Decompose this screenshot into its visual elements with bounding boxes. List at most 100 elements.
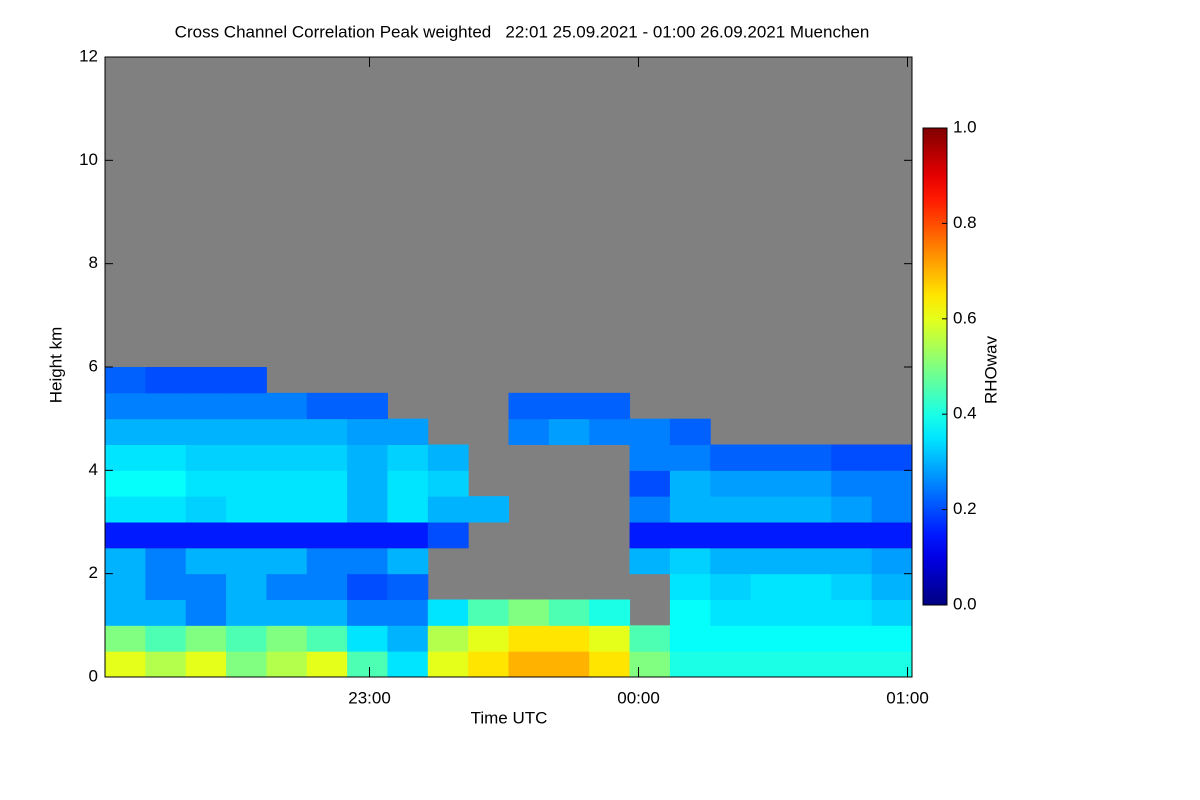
heatmap-cell: [750, 470, 792, 497]
heatmap-cell: [145, 367, 187, 394]
heatmap-cell: [266, 444, 308, 471]
heatmap-cell: [669, 547, 711, 575]
chart-title: Cross Channel Correlation Peak weighted …: [175, 22, 870, 41]
heatmap-cell: [105, 547, 146, 575]
y-tick-label: 12: [79, 46, 98, 65]
colorbar: [922, 127, 948, 606]
y-tick-label: 4: [89, 460, 98, 479]
heatmap-cell: [387, 625, 429, 652]
heatmap-cell: [589, 418, 631, 445]
heatmap-cell: [750, 444, 792, 471]
heatmap-cell: [669, 573, 711, 600]
heatmap-cell: [629, 547, 671, 575]
heatmap-cell: [105, 496, 146, 523]
heatmap-cell: [669, 651, 711, 678]
heatmap-cell: [669, 522, 711, 549]
heatmap-cell: [790, 547, 832, 575]
heatmap-cell: [790, 651, 832, 678]
colorbar-tick-label: 1.0: [953, 117, 977, 136]
heatmap-cell: [185, 496, 227, 523]
heatmap-cell: [468, 625, 509, 652]
heatmap-cell: [145, 625, 187, 652]
heatmap-cell: [750, 625, 792, 652]
heatmap-cell: [871, 470, 913, 497]
heatmap-cell: [347, 599, 388, 626]
heatmap-cell: [589, 625, 631, 652]
heatmap-cell: [105, 418, 146, 445]
heatmap-cell: [145, 392, 187, 420]
heatmap-cell: [669, 599, 711, 626]
heatmap-cell: [468, 496, 509, 523]
heatmap-cell: [750, 547, 792, 575]
heatmap-cell: [266, 573, 308, 600]
heatmap-cell: [548, 625, 590, 652]
heatmap-cell: [185, 625, 227, 652]
heatmap-cell: [508, 392, 550, 420]
heatmap-cell: [185, 392, 227, 420]
heatmap-cell: [548, 651, 590, 678]
y-tick-label: 6: [89, 356, 98, 375]
colorbar-label: RHOwav: [981, 335, 1000, 404]
y-tick-label: 10: [79, 150, 98, 169]
heatmap-cell: [871, 651, 913, 678]
heatmap-cell: [589, 651, 631, 678]
heatmap-cell: [831, 625, 873, 652]
heatmap-cell: [710, 470, 752, 497]
heatmap-cell: [629, 651, 671, 678]
heatmap-cell: [185, 444, 227, 471]
heatmap-cell: [710, 651, 752, 678]
heatmap-cell: [427, 522, 469, 549]
heatmap-cell: [226, 470, 267, 497]
heatmap-cell: [226, 573, 267, 600]
colorbar-tick-label: 0.6: [953, 308, 977, 327]
heatmap-cell: [468, 599, 509, 626]
colorbar-tick-label: 0.4: [953, 404, 977, 423]
heatmap-cell: [831, 496, 873, 523]
heatmap-cell: [548, 392, 590, 420]
y-tick-label: 8: [89, 253, 98, 272]
heatmap-cell: [185, 651, 227, 678]
heatmap-cell: [306, 392, 348, 420]
heatmap-cell: [306, 625, 348, 652]
heatmap-cell: [226, 522, 267, 549]
heatmap-cell: [790, 573, 832, 600]
heatmap-cell: [669, 496, 711, 523]
heatmap-cell: [306, 444, 348, 471]
heatmap-cell: [468, 651, 509, 678]
heatmap-cell: [185, 470, 227, 497]
heatmap-cell: [306, 522, 348, 549]
heatmap-cell: [629, 625, 671, 652]
heatmap-cell: [750, 496, 792, 523]
heatmap-cell: [508, 625, 550, 652]
x-tick-label: 00:00: [617, 688, 660, 707]
heatmap-cell: [710, 547, 752, 575]
heatmap-cell: [185, 367, 227, 394]
heatmap-cell: [306, 573, 348, 600]
heatmap-cell: [790, 625, 832, 652]
heatmap-cell: [185, 418, 227, 445]
heatmap-cell: [831, 573, 873, 600]
heatmap-cell: [629, 470, 671, 497]
heatmap-cell: [185, 522, 227, 549]
heatmap-cell: [347, 547, 388, 575]
heatmap-cell: [387, 547, 429, 575]
heatmap-cell: [145, 651, 187, 678]
heatmap-cell: [105, 367, 146, 394]
heatmap-cell: [427, 651, 469, 678]
heatmap-cell: [871, 444, 913, 471]
heatmap-cell: [387, 418, 429, 445]
heatmap-cell: [266, 496, 308, 523]
heatmap-cell: [710, 573, 752, 600]
x-tick-label: 23:00: [348, 688, 391, 707]
heatmap-cell: [266, 547, 308, 575]
heatmap-cell: [266, 651, 308, 678]
x-tick-label: 01:00: [886, 688, 929, 707]
heatmap-cell: [871, 625, 913, 652]
heatmap-cell: [427, 599, 469, 626]
heatmap-cell: [226, 418, 267, 445]
heatmap-cell: [387, 651, 429, 678]
heatmap-cell: [831, 522, 873, 549]
heatmap-cell: [669, 625, 711, 652]
heatmap-cell: [145, 470, 187, 497]
